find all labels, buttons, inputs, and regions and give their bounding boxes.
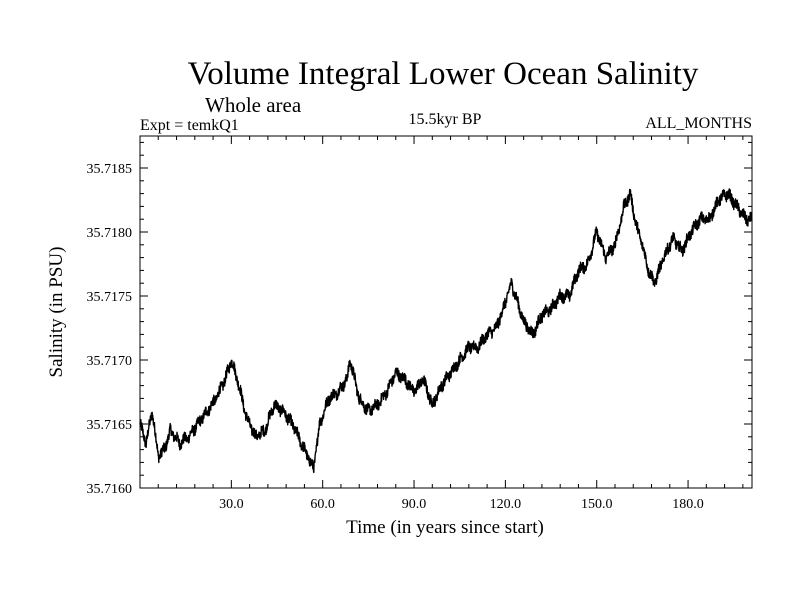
experiment-label: Expt = temkQ1 [140, 117, 239, 134]
y-tick-label: 35.7165 [87, 418, 133, 433]
y-tick-label: 35.7160 [87, 482, 133, 497]
axes: 30.0 60.0 90.0 120.0 150.0 180.0 35.7160 35.716… [87, 135, 753, 512]
months-label: ALL_MONTHS [645, 115, 752, 132]
x-tick-label: 60.0 [310, 497, 335, 512]
y-tick-label: 35.7175 [87, 290, 133, 305]
x-tick-label: 90.0 [402, 497, 427, 512]
period-label: 15.5kyr BP [409, 111, 482, 128]
y-tick-label: 35.7170 [87, 354, 133, 369]
series-line-salinity [139, 188, 753, 474]
x-tick-label: 30.0 [219, 497, 244, 512]
plot-frame [139, 135, 753, 489]
y-tick-label: 35.7180 [87, 226, 133, 241]
x-axis-label: Time (in years since start) [346, 517, 544, 538]
x-tick-label: 120.0 [490, 497, 522, 512]
y-axis-label: Salinity (in PSU) [46, 247, 67, 378]
chart-subtitle: Whole area [205, 93, 302, 117]
x-tick-label: 180.0 [672, 497, 704, 512]
y-tick-label: 35.7185 [87, 162, 133, 177]
series-group [139, 188, 753, 474]
x-tick-label: 150.0 [581, 497, 613, 512]
chart-title: Volume Integral Lower Ocean Salinity [188, 56, 699, 92]
